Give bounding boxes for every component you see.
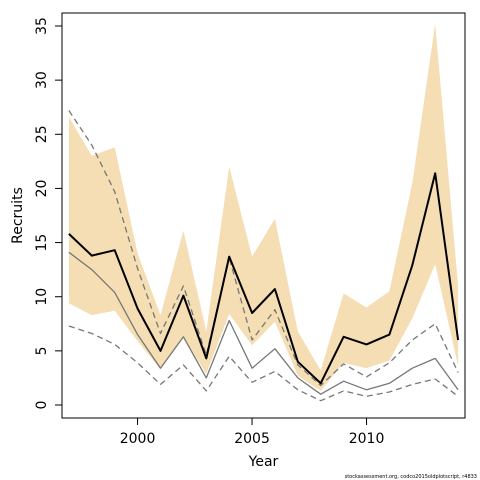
- confidence-band: [68, 23, 459, 391]
- x-axis-title: Year: [248, 454, 279, 470]
- y-tick-label: 5: [34, 346, 50, 355]
- y-tick-label: 20: [34, 180, 50, 198]
- x-tick-label: 2010: [349, 431, 385, 447]
- y-tick-label: 0: [34, 401, 50, 410]
- x-tick-label: 2005: [234, 431, 270, 447]
- y-tick-label: 35: [34, 17, 50, 35]
- y-tick-label: 15: [34, 234, 50, 252]
- series-layer: [68, 110, 460, 402]
- confidence-band-layer: [68, 23, 459, 391]
- y-axis: 0 5 10 15 20 25 30 35: [34, 17, 63, 410]
- series-line-estimate: [68, 172, 460, 385]
- series-line-comparison-upper: [68, 110, 459, 387]
- y-axis-title: Recruits: [10, 187, 26, 244]
- x-axis: 2000 2005 2010: [120, 417, 385, 447]
- series-line-comparison-lower: [68, 325, 459, 402]
- footnote-text: stockassessment.org, codco2015oldplotscr…: [345, 474, 477, 480]
- y-tick-label: 10: [34, 288, 50, 306]
- x-tick-label: 2000: [120, 431, 156, 447]
- y-tick-label: 30: [34, 71, 50, 89]
- y-tick-label: 25: [34, 125, 50, 143]
- series-line-comparison: [68, 251, 459, 395]
